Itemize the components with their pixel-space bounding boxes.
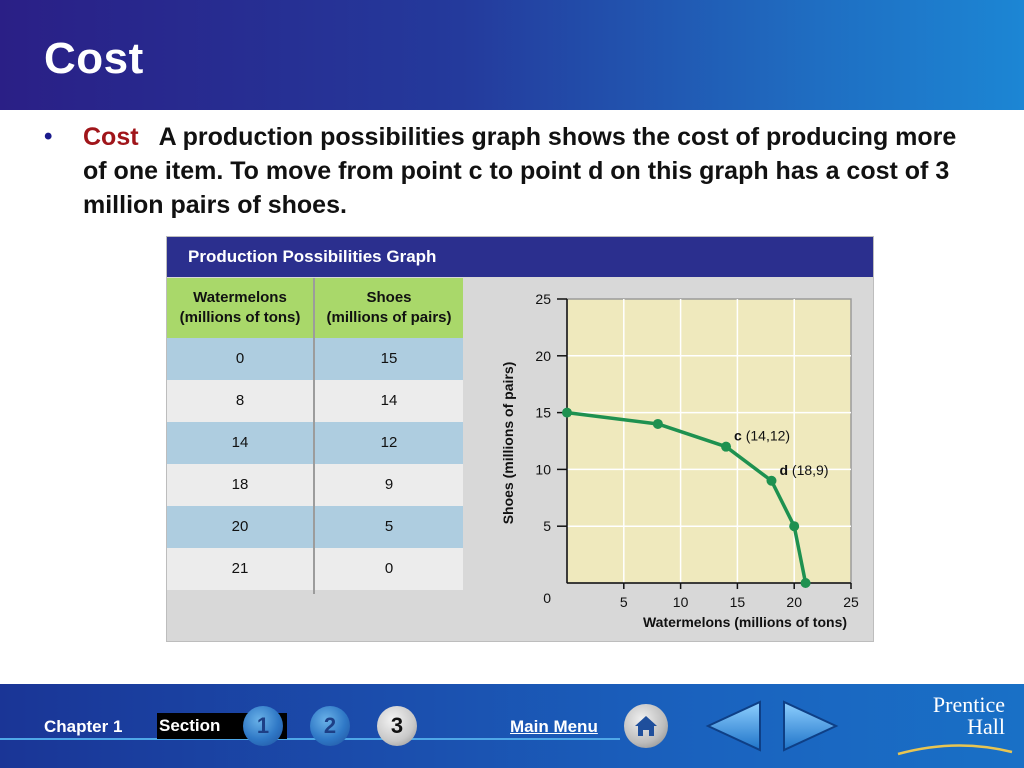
point-annotation-c: c (14,12) (734, 428, 790, 444)
data-table: Watermelons (millions of tons) Shoes (mi… (167, 278, 463, 594)
table-header: Watermelons (millions of tons) Shoes (mi… (167, 278, 463, 338)
table-header-watermelons: Watermelons (millions of tons) (179, 289, 301, 326)
point-annotation-d: d (18,9) (779, 462, 828, 478)
point-coordinates: (18,9) (792, 462, 829, 478)
figure-title-bar: Production Possibilities Graph (167, 237, 873, 277)
point-letter: c (734, 428, 746, 444)
slide-title: Cost (44, 34, 144, 83)
y-tick-label: 15 (535, 405, 551, 421)
bullet-text: Cost A production possibilities graph sho… (83, 120, 983, 222)
data-point (562, 407, 572, 418)
data-point (721, 441, 732, 452)
table-cell-watermelons: 14 (231, 434, 249, 451)
table-row: 21 0 (167, 548, 463, 590)
data-point (789, 521, 800, 532)
y-tick-label: 10 (535, 461, 551, 477)
publisher-line-1: Prentice (932, 692, 1005, 717)
chapter-label[interactable]: Chapter 1 (44, 717, 123, 736)
table-cell-shoes: 12 (380, 434, 398, 451)
table-cell-shoes: 0 (384, 560, 394, 577)
footer-divider-line (0, 738, 620, 740)
data-point (766, 475, 777, 486)
point-letter: d (779, 462, 791, 478)
origin-label: 0 (543, 590, 551, 606)
x-tick-label: 25 (843, 594, 859, 610)
forward-arrow-icon[interactable] (780, 698, 840, 754)
ppf-chart: 5 10 15 20 25 5 10 15 20 25 0 Watermelons (millions… (500, 291, 859, 630)
x-tick-label: 15 (730, 594, 746, 610)
title-bar: Cost (0, 0, 1024, 110)
table-cell-watermelons: 18 (231, 476, 249, 493)
y-axis-title: Shoes (millions of pairs) (500, 362, 516, 525)
figure-title: Production Possibilities Graph (188, 247, 437, 266)
publisher-logo: Prentice Hall (905, 694, 1005, 738)
section-label: Section (159, 716, 221, 735)
y-tick-label: 25 (535, 291, 551, 307)
section-3-button[interactable]: 3 (377, 706, 417, 746)
table-cell-shoes: 9 (384, 476, 394, 493)
bullet-body: A production possibilities graph shows t… (83, 123, 957, 219)
table-row: 0 15 (167, 338, 463, 380)
table-cell-watermelons: 20 (231, 518, 249, 535)
table-cell-watermelons: 8 (235, 392, 245, 409)
home-icon (635, 716, 657, 736)
main-menu-link[interactable]: Main Menu (510, 717, 598, 736)
table-cell-shoes: 5 (384, 518, 394, 535)
table-cell-watermelons: 21 (231, 560, 249, 577)
x-tick-label: 10 (673, 594, 689, 610)
x-axis-title: Watermelons (millions of tons) (643, 614, 847, 630)
x-tick-label: 20 (786, 594, 802, 610)
data-point (652, 418, 663, 429)
table-row: 18 9 (167, 464, 463, 506)
ppf-line (566, 410, 808, 584)
table-row: 20 5 (167, 506, 463, 548)
section-1-button[interactable]: 1 (243, 706, 283, 746)
data-point (800, 578, 811, 588)
bullet-term: Cost (83, 123, 139, 151)
home-button[interactable] (624, 704, 668, 748)
section-2-button[interactable]: 2 (310, 706, 350, 746)
figure-panel: Production Possibilities Graph Watermelo… (166, 236, 874, 642)
table-column-divider (313, 278, 315, 594)
table-body: 0 15 8 14 14 12 18 9 20 5 21 0 (167, 338, 463, 590)
publisher-swoosh-icon (897, 744, 1013, 756)
point-coordinates: (14,12) (746, 428, 790, 444)
y-tick-label: 5 (543, 518, 551, 534)
table-cell-shoes: 15 (380, 350, 398, 367)
table-row: 14 12 (167, 422, 463, 464)
table-cell-shoes: 14 (380, 392, 398, 409)
table-row: 8 14 (167, 380, 463, 422)
bullet-icon: • (44, 123, 53, 150)
back-arrow-icon[interactable] (704, 698, 764, 754)
y-tick-label: 20 (535, 348, 551, 364)
x-tick-label: 5 (620, 594, 628, 610)
table-header-shoes: Shoes (millions of pairs) (326, 289, 452, 326)
footer-nav-bar: Chapter 1 Section 1 2 3 Main Menu (0, 684, 1024, 768)
table-cell-watermelons: 0 (235, 350, 245, 367)
publisher-line-2: Hall (967, 714, 1005, 739)
